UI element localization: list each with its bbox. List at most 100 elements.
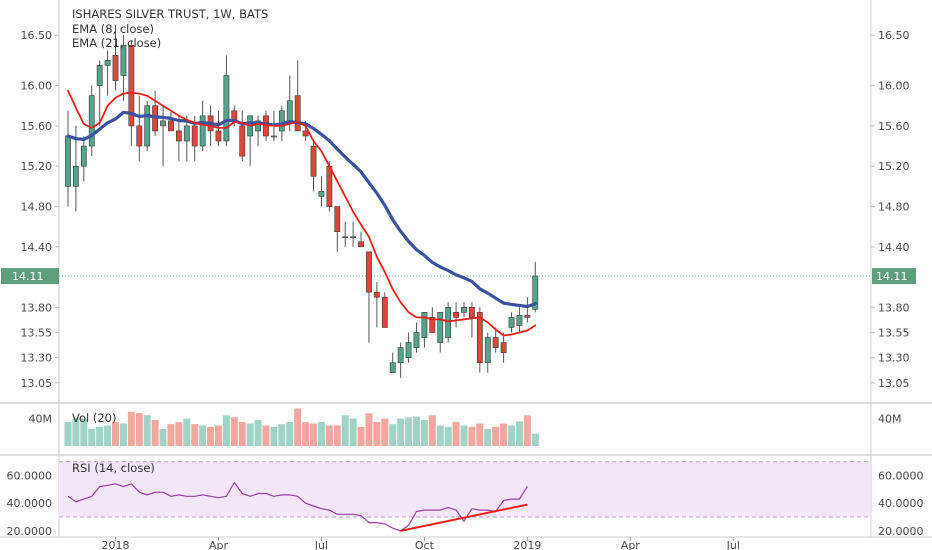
volume-bar (436, 425, 444, 446)
candle-body (469, 306, 475, 318)
candle-body (381, 296, 388, 328)
candle-body (88, 95, 95, 147)
rsi-trendline[interactable] (400, 503, 528, 532)
time-tick-label: Jul (314, 539, 328, 550)
rsi-line (67, 481, 528, 532)
volume-bar (523, 415, 531, 446)
candle (318, 176, 325, 207)
candlesticks (65, 25, 539, 378)
candle (437, 312, 444, 353)
rsi-tick-left: 40.0000 (7, 497, 53, 510)
candle (88, 85, 95, 157)
candle-body (476, 312, 483, 364)
price-tick-left: 15.60 (21, 120, 53, 133)
candle (96, 60, 103, 126)
candle-body (294, 95, 301, 132)
last-price-tag-left-text: 14.11 (12, 270, 44, 283)
volume-bar (357, 426, 365, 446)
candle-body (73, 165, 79, 187)
candle (350, 221, 357, 247)
volume-bar (238, 422, 246, 446)
rsi-axis: 60.0000 60.0000 40.0000 40.0000 20.0000 20.00… (7, 470, 924, 538)
price-tick-right: 16.50 (878, 29, 910, 42)
price-tick-right: 13.05 (878, 377, 910, 390)
candle-body (373, 291, 380, 298)
candle (508, 312, 515, 333)
candle (310, 141, 317, 192)
volume-bar (183, 418, 191, 446)
price-tick-left: 14.80 (21, 201, 53, 214)
volume-bar (72, 418, 80, 446)
ema-21-legend[interactable]: EMA (21, close) (72, 36, 161, 50)
candle-body (445, 306, 452, 338)
candle (397, 342, 404, 378)
candle-body (191, 125, 198, 147)
candle (65, 110, 71, 207)
candle-body (413, 332, 420, 348)
price-tick-right: 16.00 (878, 80, 910, 93)
candle-body (421, 312, 428, 338)
volume-bar (341, 415, 349, 446)
volume-bar (286, 422, 294, 446)
volume-bar (444, 426, 452, 446)
volume-bar (428, 415, 436, 446)
chart-title[interactable]: ISHARES SILVER TRUST, 1W, BATS (72, 7, 268, 21)
volume-bar (333, 425, 341, 446)
candle (80, 135, 87, 182)
candle-body (239, 125, 246, 157)
volume-bar (254, 420, 262, 446)
volume-bar (64, 422, 72, 446)
volume-bars (64, 408, 539, 446)
volume-bar (214, 425, 222, 446)
volume-bar (500, 423, 508, 446)
time-tick-label: 2019 (513, 539, 541, 550)
candle-body (516, 315, 523, 326)
rsi-legend[interactable]: RSI (14, close) (72, 461, 155, 475)
candle-body (437, 312, 444, 343)
price-tick-left: 16.50 (21, 29, 53, 42)
candle-body (334, 206, 341, 233)
candle-body (104, 60, 111, 66)
rsi-tick-left: 20.0000 (7, 525, 53, 538)
candle (342, 221, 349, 247)
candle-body (112, 55, 119, 81)
price-axis[interactable]: 16.50 16.50 16.00 16.00 15.60 15.60 15.20 15.20… (21, 29, 910, 390)
candle-body (366, 251, 372, 293)
volume-bar (476, 423, 484, 446)
candle-body (175, 130, 182, 142)
candle-body (310, 145, 317, 177)
candle (136, 95, 143, 162)
time-axis[interactable]: 2018 Apr Jul Oct 2019 Apr Jul (102, 537, 740, 550)
volume-bar (397, 418, 405, 446)
volume-bar (484, 428, 492, 446)
ema-8-legend[interactable]: EMA (8, close) (72, 22, 154, 36)
price-tick-right: 14.40 (878, 241, 910, 254)
candle (294, 60, 301, 132)
candle (445, 302, 452, 343)
candle-body (80, 145, 87, 167)
last-price-tags: 14.11 14.11 (1, 268, 916, 285)
volume-tick-left: 40M (29, 413, 53, 426)
rsi-band (59, 461, 871, 518)
volume-bar (135, 413, 143, 446)
candle (358, 231, 364, 248)
volume-bar (143, 415, 151, 446)
volume-legend[interactable]: Vol (20) (72, 411, 116, 425)
candle (492, 327, 499, 353)
volume-bar (515, 421, 523, 446)
volume-bar (104, 425, 112, 446)
volume-bar (381, 418, 389, 446)
price-tick-left: 13.05 (21, 377, 53, 390)
candle-body (453, 312, 459, 318)
time-tick-label: Apr (209, 539, 229, 550)
candle (453, 302, 459, 328)
candle (168, 110, 174, 132)
candle (120, 35, 127, 101)
candle-body (350, 236, 357, 239)
price-tick-right: 14.80 (878, 201, 910, 214)
time-tick-label: Jul (726, 539, 740, 550)
candle-body (342, 236, 349, 239)
time-tick-label: Apr (621, 539, 641, 550)
candle-body (168, 120, 174, 132)
